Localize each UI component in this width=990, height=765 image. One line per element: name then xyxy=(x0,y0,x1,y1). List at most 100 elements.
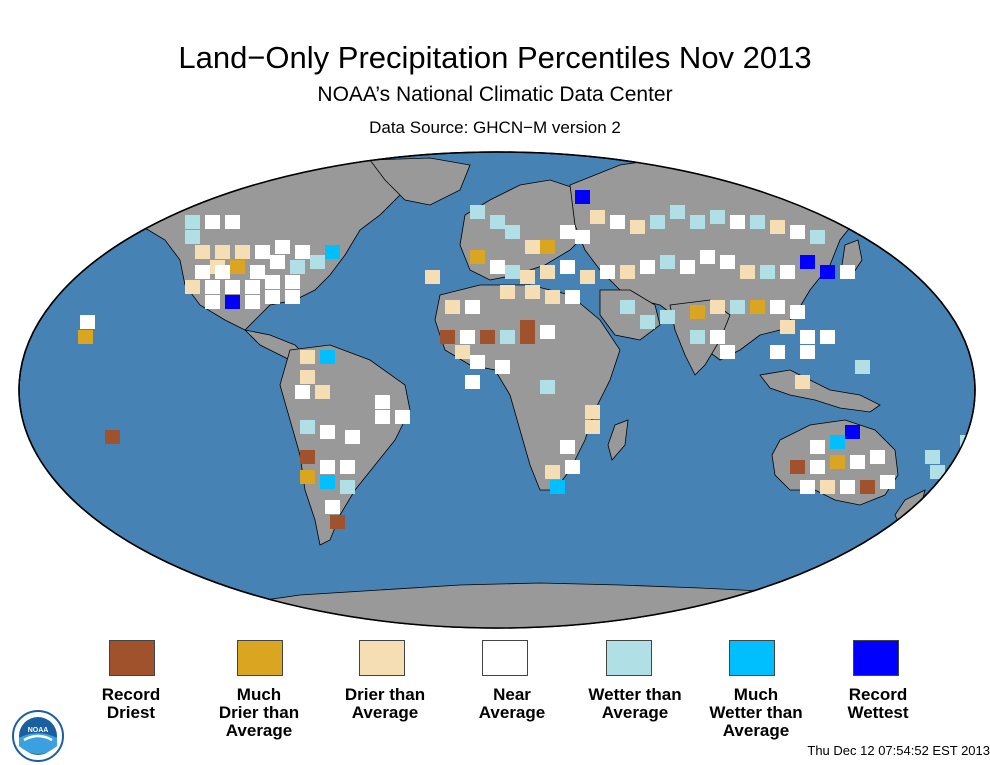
grid-cell xyxy=(830,455,845,469)
madagascar xyxy=(607,419,629,461)
grid-cell xyxy=(185,280,200,294)
grid-cell xyxy=(520,270,535,284)
grid-cell xyxy=(285,275,300,289)
grid-cell xyxy=(560,440,575,454)
grid-cell xyxy=(315,385,330,399)
map-title: Land−Only Precipitation Percentiles Nov … xyxy=(178,40,812,75)
grid-cell xyxy=(320,460,335,474)
grid-cell xyxy=(670,205,685,219)
legend-swatch xyxy=(359,640,405,676)
grid-cell xyxy=(850,455,865,469)
grid-cell xyxy=(790,460,805,474)
grid-cell xyxy=(770,345,785,359)
grid-cell xyxy=(465,300,480,314)
legend-swatch xyxy=(482,640,528,676)
grid-cell xyxy=(375,395,390,409)
grid-cell xyxy=(820,480,835,494)
grid-cell xyxy=(470,355,485,369)
grid-cell xyxy=(345,430,360,444)
grid-cell xyxy=(960,435,975,449)
grid-cell xyxy=(925,450,940,464)
grid-cell xyxy=(505,265,520,279)
grid-cell xyxy=(575,230,590,244)
grid-cell xyxy=(500,285,515,299)
grid-cell xyxy=(525,285,540,299)
grid-cell xyxy=(460,330,475,344)
grid-cell xyxy=(840,265,855,279)
grid-cell xyxy=(295,385,310,399)
grid-cell xyxy=(215,265,230,279)
grid-cell xyxy=(795,375,810,389)
grid-cell xyxy=(720,345,735,359)
legend-swatch xyxy=(729,640,775,676)
grid-cell xyxy=(565,290,580,304)
grid-cell xyxy=(300,470,315,484)
grid-cell xyxy=(800,255,815,269)
grid-cell xyxy=(375,410,390,424)
legend-label: Wetter than Average xyxy=(588,685,682,722)
grid-cell xyxy=(80,315,95,329)
grid-cell xyxy=(640,315,655,329)
grid-cell xyxy=(195,245,210,259)
grid-cell xyxy=(680,260,695,274)
grid-cell xyxy=(78,330,93,344)
grid-cell xyxy=(650,215,665,229)
grid-cell xyxy=(810,230,825,244)
grid-cell xyxy=(300,420,315,434)
grid-cell xyxy=(620,265,635,279)
grid-cell xyxy=(590,210,605,224)
grid-cell xyxy=(690,330,705,344)
grid-cell xyxy=(395,410,410,424)
grid-cell xyxy=(490,215,505,229)
grid-cell xyxy=(560,225,575,239)
grid-cell xyxy=(340,460,355,474)
grid-cell xyxy=(660,310,675,324)
grid-cell xyxy=(800,480,815,494)
grid-cell xyxy=(300,350,315,364)
legend-swatch xyxy=(237,640,283,676)
grid-cell xyxy=(330,515,345,529)
grid-cell xyxy=(840,480,855,494)
grid-cell xyxy=(545,290,560,304)
grid-cell xyxy=(185,230,200,244)
noaa-logo: NOAA xyxy=(12,710,64,762)
grid-cell xyxy=(310,255,325,269)
grid-cell xyxy=(640,260,655,274)
world-map xyxy=(18,151,976,629)
grid-cell xyxy=(225,280,240,294)
grid-cell xyxy=(690,215,705,229)
legend-label: Record Wettest xyxy=(847,685,909,722)
grid-cell xyxy=(690,305,705,319)
grid-cell xyxy=(500,330,515,344)
grid-cell xyxy=(820,265,835,279)
grid-cell xyxy=(230,260,245,274)
grid-cell xyxy=(780,265,795,279)
grid-cell xyxy=(520,330,535,344)
grid-cell xyxy=(545,465,560,479)
grid-cell xyxy=(425,270,440,284)
legend-label: Much Drier than Average xyxy=(218,685,300,740)
grid-cell xyxy=(770,300,785,314)
legend-label: Much Wetter than Average xyxy=(709,685,803,740)
grid-cell xyxy=(205,215,220,229)
grid-cell xyxy=(320,350,335,364)
grid-cell xyxy=(800,330,815,344)
grid-cell xyxy=(750,215,765,229)
grid-cell xyxy=(445,300,460,314)
grid-cell xyxy=(770,220,785,234)
grid-cell xyxy=(470,250,485,264)
grid-cell xyxy=(790,225,805,239)
grid-cell xyxy=(505,225,520,239)
legend-label: Drier than Average xyxy=(344,685,426,722)
grid-cell xyxy=(265,290,280,304)
grid-cell xyxy=(870,450,885,464)
grid-cell xyxy=(225,215,240,229)
logo-text: NOAA xyxy=(28,727,49,734)
legend-swatch xyxy=(853,640,899,676)
grid-cell xyxy=(540,265,555,279)
grid-cell xyxy=(585,405,600,419)
grid-cell xyxy=(580,270,595,284)
grid-cell xyxy=(470,205,485,219)
greenland xyxy=(369,157,471,206)
grid-cell xyxy=(700,250,715,264)
